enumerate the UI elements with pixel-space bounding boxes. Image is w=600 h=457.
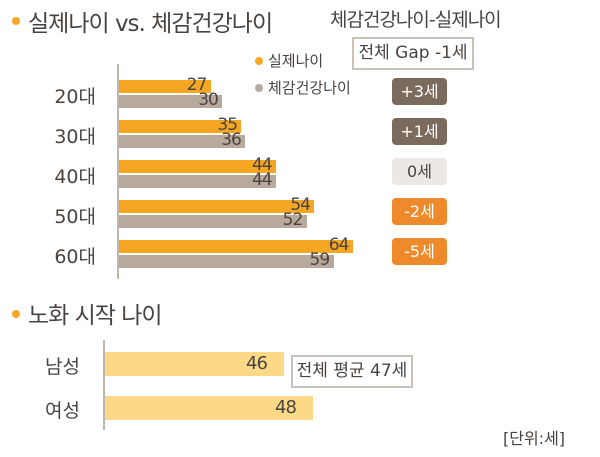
chart-title: 실제나이 vs. 체감건강나이 xyxy=(28,11,273,37)
category-label: 40대 xyxy=(54,166,96,188)
value-label: 44 xyxy=(251,155,273,175)
bar-actual xyxy=(119,80,211,93)
legend-swatch-actual xyxy=(255,57,263,65)
bar-actual xyxy=(119,120,242,133)
bullet-icon xyxy=(12,310,20,318)
value-label: 59 xyxy=(309,250,331,270)
category-label: 20대 xyxy=(54,86,96,108)
category-label: 60대 xyxy=(54,246,96,268)
gap-badge: -2세 xyxy=(392,198,447,225)
gap-badge: +1세 xyxy=(392,118,447,145)
category-label: 남성 xyxy=(45,356,80,378)
value-label: 52 xyxy=(282,210,304,230)
y-axis-2 xyxy=(103,340,105,430)
gap-badge: -5세 xyxy=(392,238,447,265)
category-label: 30대 xyxy=(54,126,96,148)
value-label: 35 xyxy=(217,115,238,135)
value-label: 46 xyxy=(246,353,268,374)
bullet-icon xyxy=(12,17,20,25)
bar-perceived xyxy=(119,255,334,268)
bar-actual xyxy=(119,160,276,173)
bar-actual xyxy=(119,200,315,213)
bar-perceived xyxy=(119,95,223,108)
value-label: 36 xyxy=(221,130,242,150)
unit-label: [단위:세] xyxy=(503,429,566,448)
chart-title-2: 노화 시작 나이 xyxy=(28,303,163,329)
category-label: 50대 xyxy=(54,206,96,228)
bar-perceived xyxy=(119,215,307,228)
value-label: 44 xyxy=(251,170,273,190)
value-label: 48 xyxy=(275,397,297,418)
value-label: 64 xyxy=(328,235,350,255)
bar-aging-start xyxy=(105,352,284,376)
gap-badge: 0세 xyxy=(392,158,447,185)
value-label: 30 xyxy=(198,90,219,110)
bar-perceived xyxy=(119,135,246,148)
legend-label-perceived: 체감건강나이 xyxy=(268,79,351,97)
value-label: 54 xyxy=(290,195,311,215)
bar-actual xyxy=(119,240,353,253)
y-axis xyxy=(117,64,119,279)
value-label: 27 xyxy=(186,75,208,95)
gap-total-box: 전체 Gap -1세 xyxy=(352,37,474,70)
gap-badge: +3세 xyxy=(392,78,447,105)
legend-swatch-perceived xyxy=(255,84,263,92)
bar-perceived xyxy=(119,175,276,188)
average-annotation: 전체 평균 47세 xyxy=(291,355,413,388)
bar-aging-start xyxy=(105,396,313,420)
gap-title: 체감건강나이-실제나이 xyxy=(330,9,502,31)
category-label: 여성 xyxy=(45,400,80,422)
legend-label-actual: 실제나이 xyxy=(268,52,324,70)
